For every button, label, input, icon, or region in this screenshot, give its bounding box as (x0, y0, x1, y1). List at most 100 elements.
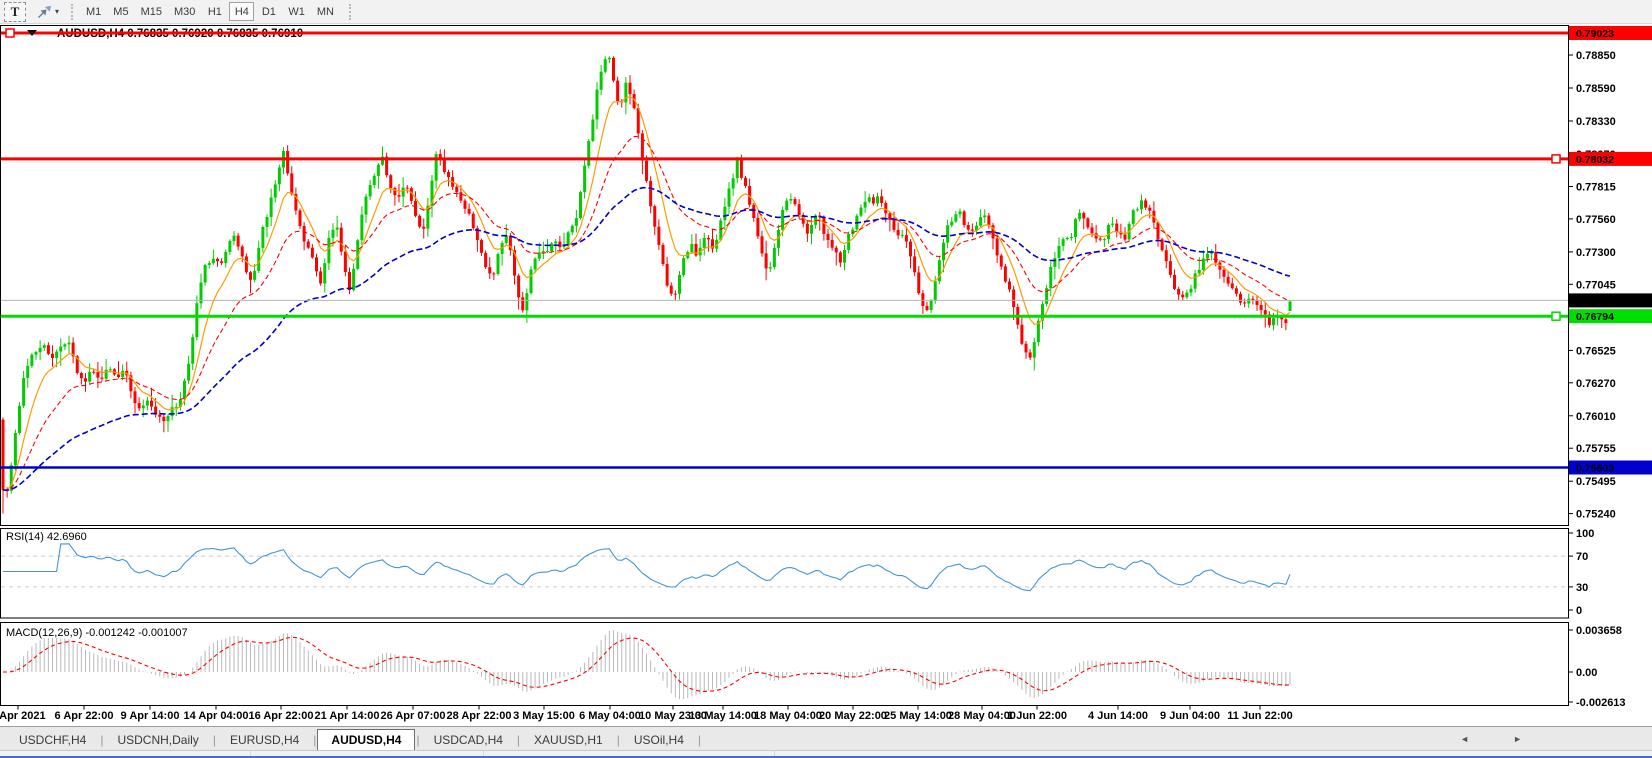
chart-tab-usdcad-h4[interactable]: USDCAD,H4 (421, 731, 516, 750)
chart-tab-usdchf-h4[interactable]: USDCHF,H4 (6, 731, 99, 750)
svg-text:0.79023: 0.79023 (1576, 28, 1614, 40)
svg-text:0.76794: 0.76794 (1576, 311, 1614, 323)
svg-text:3 May 15:00: 3 May 15:00 (513, 710, 575, 722)
svg-text:0.77560: 0.77560 (1576, 214, 1616, 226)
chart-tab-bar: USDCHF,H4 | USDCNH,Daily | EURUSD,H4 | AUDUSD,… (0, 726, 1652, 750)
toolbar-grip (349, 3, 351, 20)
price-badge-0.76918: 0.76918 (1569, 293, 1652, 308)
ma-slow-line (3, 186, 1291, 491)
svg-text:18 May 04:00: 18 May 04:00 (754, 710, 822, 722)
rsi-line (3, 543, 1291, 592)
tab-divider: | (697, 732, 701, 747)
price-badge-0.75603: 0.75603 (1569, 460, 1652, 475)
chart-window: AUDUSD,H4 0.76835 0.76920 0.76835 0.7691… (0, 24, 1652, 726)
price-badge-0.76794: 0.76794 (1569, 309, 1652, 324)
svg-text:30: 30 (1576, 582, 1588, 594)
top-toolbar: T ▾ M1 M5 M15 M30 H1 H4 D1 W1 MN (0, 0, 1652, 24)
timeframe-button-d1[interactable]: D1 (256, 2, 281, 21)
tab-scroll-buttons: ◄ ► (1460, 734, 1522, 744)
timeframe-button-h1[interactable]: H1 (202, 2, 227, 21)
status-pane (484, 751, 775, 756)
svg-text:9 Apr 14:00: 9 Apr 14:00 (121, 710, 180, 722)
svg-text:0.003658: 0.003658 (1576, 625, 1622, 637)
text-tool-button[interactable]: T (4, 1, 26, 22)
chart-tab-usoil-h4[interactable]: USOil,H4 (621, 731, 697, 750)
status-pane (0, 751, 251, 756)
svg-text:100: 100 (1576, 528, 1594, 540)
level-handle[interactable] (1551, 154, 1561, 164)
timeframe-button-m1[interactable]: M1 (81, 2, 106, 21)
price-badge-0.78032: 0.78032 (1569, 151, 1652, 166)
timeframe-buttons: M1 M5 M15 M30 H1 H4 D1 W1 MN (81, 2, 341, 21)
dropdown-caret-icon: ▾ (55, 7, 60, 16)
rsi-panel: 100 70 30 0 (1, 528, 1594, 617)
svg-text:0.76270: 0.76270 (1576, 378, 1616, 390)
level-handle[interactable] (5, 28, 15, 38)
timeframe-button-m5[interactable]: M5 (108, 2, 133, 21)
timeframe-button-m15[interactable]: M15 (136, 2, 167, 21)
svg-text:0.78850: 0.78850 (1576, 50, 1616, 62)
svg-text:0.78590: 0.78590 (1576, 83, 1616, 95)
svg-text:28 May 04:00: 28 May 04:00 (948, 710, 1016, 722)
cursor-tool-button[interactable]: ▾ (32, 2, 63, 22)
ma-fast-line (2, 96, 1291, 491)
svg-text:0.00: 0.00 (1576, 667, 1597, 679)
toolbar-grip (71, 3, 74, 20)
svg-text:0.78032: 0.78032 (1576, 154, 1614, 166)
horizontal-levels: 0.79023 0.78032 0.76918 0.76794 0.75603 (1, 26, 1652, 475)
timeframe-button-h4[interactable]: H4 (229, 2, 255, 21)
svg-text:0.76010: 0.76010 (1576, 411, 1616, 423)
svg-text:1 Apr 2021: 1 Apr 2021 (0, 710, 46, 722)
panel-frames (0, 25, 1569, 706)
taskbar-edge (0, 756, 1652, 758)
svg-text:26 Apr 07:00: 26 Apr 07:00 (380, 710, 445, 722)
svg-text:0: 0 (1576, 605, 1582, 617)
tab-scroll-left-button[interactable]: ◄ (1460, 734, 1470, 744)
chart-tab-usdcnh-daily[interactable]: USDCNH,Daily (104, 731, 211, 750)
macd-panel: 0.003658 0.00 -0.002613 (3, 625, 1626, 709)
svg-text:10 May 23:00: 10 May 23:00 (639, 710, 707, 722)
chart-canvas[interactable]: AUDUSD,H4 0.76835 0.76920 0.76835 0.7691… (0, 24, 1652, 726)
svg-text:11 Jun 22:00: 11 Jun 22:00 (1227, 710, 1292, 722)
tab-divider: | (616, 732, 620, 747)
chart-tabs: USDCHF,H4 | USDCNH,Daily | EURUSD,H4 | AUDUSD,… (6, 729, 702, 750)
svg-text:28 Apr 22:00: 28 Apr 22:00 (446, 710, 511, 722)
chart-tab-audusd-h4[interactable]: AUDUSD,H4 (317, 729, 416, 750)
level-handle[interactable] (1551, 311, 1561, 321)
svg-text:0.75495: 0.75495 (1576, 476, 1616, 488)
svg-text:70: 70 (1576, 551, 1588, 563)
svg-text:6 May 04:00: 6 May 04:00 (579, 710, 641, 722)
svg-text:0.75603: 0.75603 (1576, 463, 1614, 475)
timeframe-button-m30[interactable]: M30 (169, 2, 200, 21)
price-axis: 0.788500.785900.783300.780700.778150.775… (1568, 50, 1616, 521)
tab-divider: | (100, 732, 104, 747)
tab-divider: | (516, 732, 521, 747)
tab-divider: | (416, 732, 420, 747)
chart-generated-layers: 0.788500.785900.783300.780700.778150.775… (0, 25, 1652, 722)
svg-text:0.78330: 0.78330 (1576, 116, 1616, 128)
status-bar (0, 750, 1652, 756)
ma-mid-line (3, 135, 1291, 491)
svg-text:0.77045: 0.77045 (1576, 279, 1616, 291)
svg-text:-0.002613: -0.002613 (1576, 697, 1626, 709)
svg-text:9 Jun 04:00: 9 Jun 04:00 (1160, 710, 1220, 722)
timeframe-button-mn[interactable]: MN (312, 2, 339, 21)
tab-scroll-right-button[interactable]: ► (1513, 734, 1522, 744)
svg-text:16 Apr 22:00: 16 Apr 22:00 (248, 710, 313, 722)
svg-text:0.75755: 0.75755 (1576, 443, 1616, 455)
status-pane (251, 751, 484, 756)
chart-tab-eurusd-h4[interactable]: EURUSD,H4 (217, 731, 312, 750)
svg-text:21 Apr 14:00: 21 Apr 14:00 (314, 710, 379, 722)
svg-text:14 Apr 04:00: 14 Apr 04:00 (183, 710, 248, 722)
timeframe-button-w1[interactable]: W1 (283, 2, 310, 21)
svg-text:4 Jun 14:00: 4 Jun 14:00 (1088, 710, 1148, 722)
tab-divider: | (212, 732, 216, 747)
svg-text:0.77300: 0.77300 (1576, 247, 1616, 259)
candles (1, 56, 1292, 514)
svg-text:25 May 14:00: 25 May 14:00 (884, 710, 952, 722)
price-badge-0.79023: 0.79023 (1569, 26, 1652, 40)
chart-tab-xauusd-h1[interactable]: XAUUSD,H1 (521, 731, 616, 750)
tab-divider: | (313, 732, 317, 747)
svg-text:13 May 14:00: 13 May 14:00 (689, 710, 757, 722)
